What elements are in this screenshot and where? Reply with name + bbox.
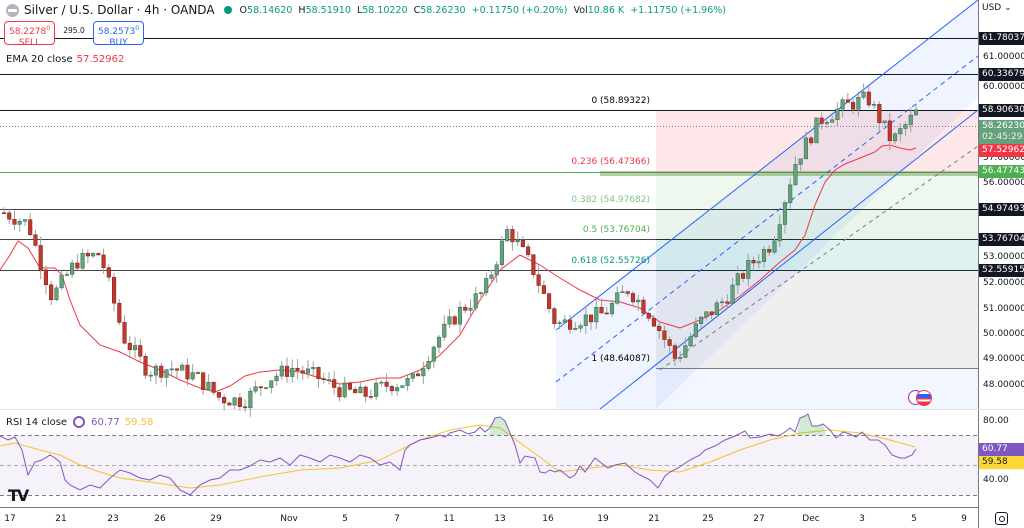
loading-icon bbox=[73, 416, 86, 428]
time-label: 23 bbox=[107, 514, 119, 524]
sell-button[interactable]: 58.22780 SELL bbox=[4, 21, 55, 48]
time-label: 7 bbox=[394, 514, 400, 524]
fib-label-0382: 0.382 (54.97682) bbox=[571, 195, 650, 205]
level-tag-s2: 53.76704 bbox=[979, 233, 1024, 246]
fib-tag: 56.47743 bbox=[979, 165, 1024, 178]
price-label: 52.00000 bbox=[983, 278, 1024, 288]
price-label: 49.00000 bbox=[983, 354, 1024, 364]
rsi-legend[interactable]: RSI 14 close 60.77 59.58 bbox=[6, 416, 154, 428]
trade-panel: 58.22780 SELL 295.0 58.25730 BUY bbox=[4, 21, 144, 48]
price-label: 61.00000 bbox=[983, 52, 1024, 62]
time-label: Dec bbox=[802, 514, 820, 524]
ema-legend[interactable]: EMA 20 close 57.52962 bbox=[6, 54, 125, 65]
time-label: 27 bbox=[753, 514, 765, 524]
spread-value: 295.0 bbox=[63, 25, 85, 35]
ema-tag: 57.52962 bbox=[979, 144, 1024, 157]
candles bbox=[1, 83, 919, 417]
time-label: 5 bbox=[342, 514, 348, 524]
buy-button[interactable]: 58.25730 BUY bbox=[93, 21, 144, 48]
last-price-tag: 58.26230 02:45:29 bbox=[979, 120, 1024, 144]
time-label: 11 bbox=[443, 514, 455, 524]
chevron-down-icon: ⌄ bbox=[1004, 3, 1012, 13]
fib-label-05: 0.5 (53.76704) bbox=[582, 225, 650, 235]
ohlc-values: O58.14620 H58.51910 L58.10220 C58.26230 … bbox=[239, 4, 727, 16]
symbol-title[interactable]: Silver / U.S. Dollar · 4h · OANDA bbox=[24, 3, 215, 17]
rsi-label: 80.00 bbox=[983, 416, 1009, 426]
price-label: 60.00000 bbox=[983, 82, 1024, 92]
fib-label-0236: 0.236 (56.47366) bbox=[571, 157, 650, 167]
regression-channel[interactable] bbox=[555, 0, 979, 410]
time-label: 25 bbox=[702, 514, 714, 524]
time-label: 21 bbox=[55, 514, 67, 524]
tradingview-logo-icon[interactable]: TV bbox=[8, 486, 29, 505]
level-tag-s3: 52.55915 bbox=[979, 264, 1024, 277]
fib-label-1: 1 (48.64087) bbox=[591, 354, 650, 364]
time-label: 29 bbox=[210, 514, 222, 524]
us-flag-icon[interactable] bbox=[916, 390, 932, 406]
price-label: 48.00000 bbox=[983, 380, 1024, 390]
time-label: 17 bbox=[4, 514, 16, 524]
market-status-icon bbox=[223, 6, 232, 14]
time-label: 16 bbox=[542, 514, 554, 524]
rsi-line bbox=[0, 413, 917, 496]
price-label: 53.00000 bbox=[983, 252, 1024, 262]
time-label: Nov bbox=[280, 514, 298, 524]
level-tag-r3: 58.90630 bbox=[979, 104, 1024, 117]
currency-selector[interactable]: USD ⌄ bbox=[982, 3, 1012, 13]
settings-icon[interactable] bbox=[995, 512, 1008, 525]
fib-label-0: 0 (58.89322) bbox=[591, 96, 650, 106]
rsi-band bbox=[0, 435, 978, 495]
price-label: 57.00000 bbox=[983, 153, 1024, 163]
level-tag-r2: 60.33679 bbox=[979, 68, 1024, 81]
price-label: 56.00000 bbox=[983, 178, 1024, 188]
time-label: 13 bbox=[494, 514, 506, 524]
time-label: 21 bbox=[648, 514, 660, 524]
rsi-ma-line bbox=[0, 424, 916, 489]
time-label: 26 bbox=[154, 514, 166, 524]
price-label: 50.00000 bbox=[983, 329, 1024, 339]
rsi-value-tag: 60.77 bbox=[979, 443, 1024, 456]
rsi-ma-tag: 59.58 bbox=[979, 456, 1024, 469]
level-tag-r1: 61.78037 bbox=[979, 32, 1024, 45]
time-label: 9 bbox=[961, 514, 967, 524]
rsi-overbought-fill-2 bbox=[797, 414, 826, 435]
economic-events[interactable] bbox=[908, 390, 936, 406]
rsi-overbought-fill bbox=[488, 417, 510, 435]
time-label: 19 bbox=[597, 514, 609, 524]
symbol-logo-icon bbox=[6, 3, 19, 17]
price-label: 51.00000 bbox=[983, 304, 1024, 314]
time-label: 5 bbox=[911, 514, 917, 524]
level-tag-s1: 54.97493 bbox=[979, 203, 1024, 216]
time-label: 3 bbox=[859, 514, 865, 524]
symbol-legend: Silver / U.S. Dollar · 4h · OANDA O58.14… bbox=[6, 3, 729, 17]
ema-line bbox=[0, 144, 917, 393]
channel-fill bbox=[556, 0, 978, 409]
fib-label-0618: 0.618 (52.55726) bbox=[571, 256, 650, 266]
rsi-label: 40.00 bbox=[983, 475, 1009, 485]
